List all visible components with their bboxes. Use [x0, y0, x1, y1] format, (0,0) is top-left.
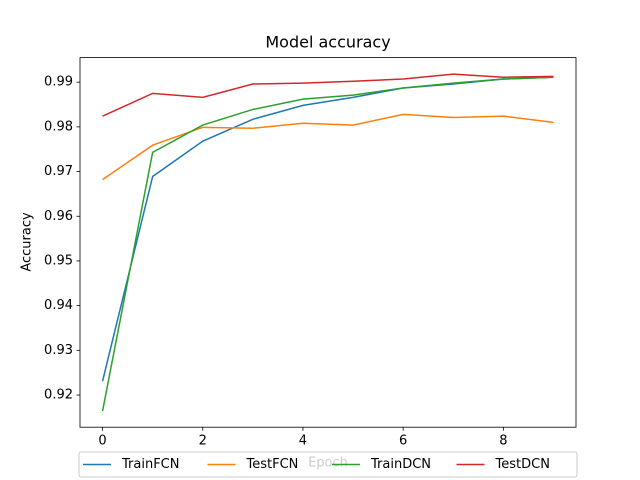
- x-tick-label: 0: [98, 434, 106, 449]
- y-tick-label: 0.96: [44, 209, 73, 224]
- y-tick-label: 0.97: [44, 164, 73, 179]
- legend-label: TrainFCN: [121, 457, 179, 472]
- series-line: [102, 113, 554, 181]
- y-tick-label: 0.95: [44, 253, 73, 268]
- chart-title: Model accuracy: [265, 33, 390, 52]
- x-tick-label: 4: [299, 434, 307, 449]
- legend-label: TrainDCN: [370, 457, 431, 472]
- y-tick-label: 0.94: [44, 298, 73, 313]
- x-tick-label: 8: [499, 434, 507, 449]
- legend-label: TestFCN: [246, 457, 299, 472]
- y-axis-label: Accuracy: [20, 212, 35, 272]
- x-tick-label: 2: [199, 434, 207, 449]
- y-tick-label: 0.92: [44, 388, 73, 403]
- x-tick-label: 6: [399, 434, 407, 449]
- legend-box: [78, 451, 578, 478]
- y-tick-label: 0.98: [44, 119, 73, 134]
- y-tick-label: 0.93: [44, 343, 73, 358]
- y-tick-label: 0.99: [44, 75, 73, 90]
- series-line: [101, 76, 554, 412]
- legend-label: TestDCN: [495, 457, 550, 472]
- plot-frame: [79, 57, 577, 428]
- series-line: [102, 73, 554, 117]
